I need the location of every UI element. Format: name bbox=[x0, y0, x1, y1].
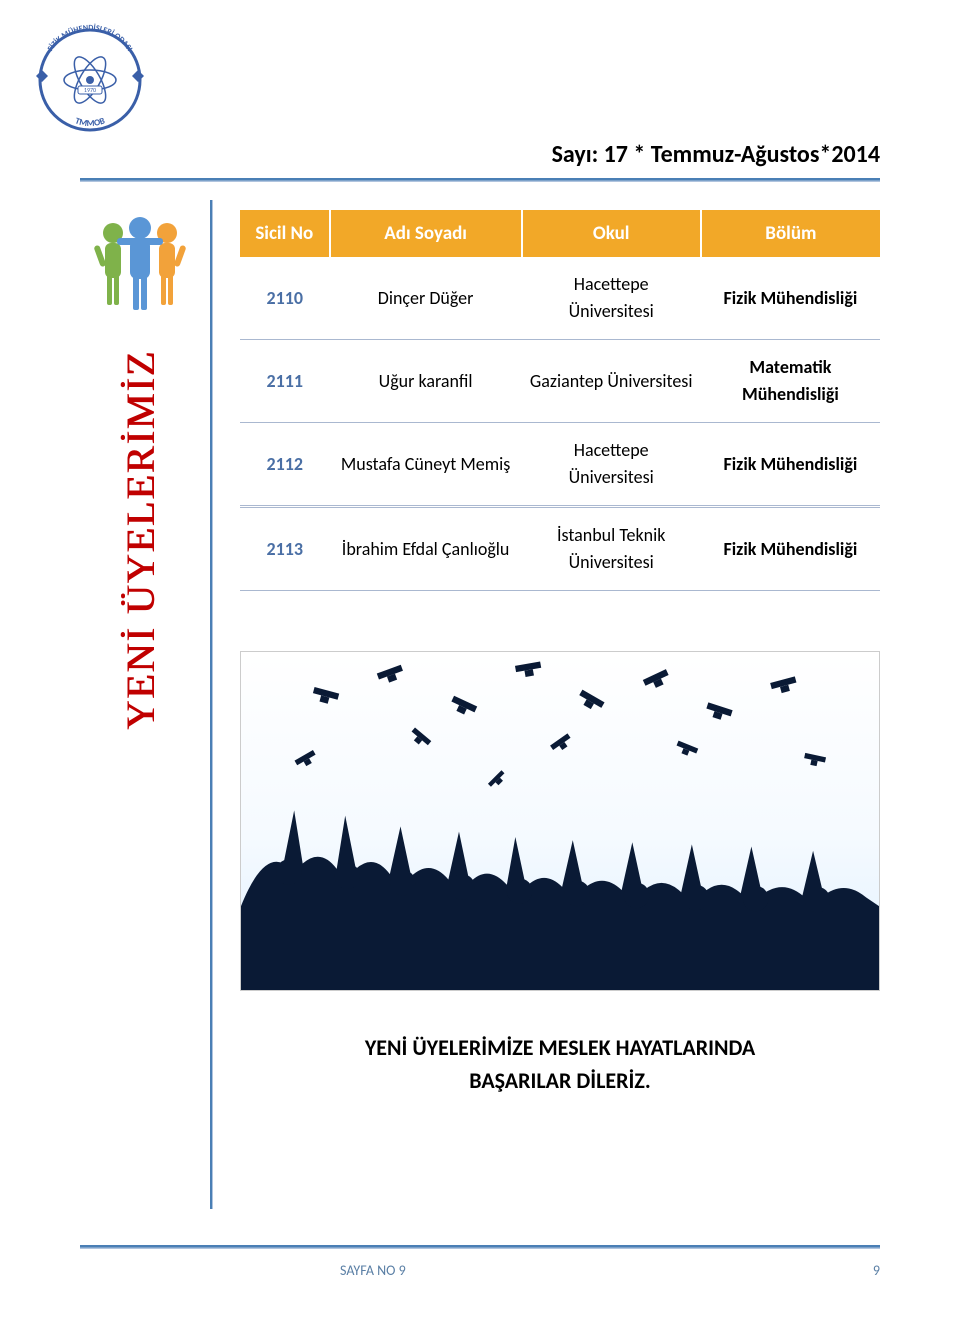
table-row: 2111 Uğur karanfil Gaziantep Üniversites… bbox=[240, 340, 880, 423]
logo-year: 1970 bbox=[84, 86, 96, 94]
cell-bolum: Fizik Mühendisliği bbox=[701, 507, 880, 591]
footer: SAYFA NO 9 9 bbox=[340, 1262, 880, 1279]
cell-ad: Dinçer Düğer bbox=[330, 257, 522, 340]
cell-sicil: 2111 bbox=[240, 340, 330, 423]
cell-bolum: Matematik Mühendisliği bbox=[701, 340, 880, 423]
col-ad: Adı Soyadı bbox=[330, 210, 522, 257]
logo-bottom-text: TMMOB bbox=[74, 115, 107, 129]
page: FİZİK MÜHENDİSLERİ ODASI TMMOB 1970 Sayı… bbox=[0, 0, 960, 1329]
content-area: YENİ ÜYELERİMİZ Sicil No Adı Soyadı Okul… bbox=[80, 200, 880, 1209]
side-heading: YENİ ÜYELERİMİZ bbox=[117, 350, 164, 730]
people-icon bbox=[85, 210, 195, 320]
closing-message: YENİ ÜYELERİMİZE MESLEK HAYATLARINDA BAŞ… bbox=[240, 1031, 880, 1097]
members-table: Sicil No Adı Soyadı Okul Bölüm 2110 Dinç… bbox=[240, 210, 880, 591]
issue-header: Sayı: 17 * Temmuz-Ağustos*2014 bbox=[552, 140, 880, 169]
header-underline bbox=[80, 178, 880, 182]
cell-ad: Uğur karanfil bbox=[330, 340, 522, 423]
cell-okul: Hacettepe Üniversitesi bbox=[522, 423, 701, 507]
cell-okul: Gaziantep Üniversitesi bbox=[522, 340, 701, 423]
col-okul: Okul bbox=[522, 210, 701, 257]
cell-okul: İstanbul Teknik Üniversitesi bbox=[522, 507, 701, 591]
cell-sicil: 2112 bbox=[240, 423, 330, 507]
cell-bolum: Fizik Mühendisliği bbox=[701, 257, 880, 340]
footer-underline bbox=[80, 1245, 880, 1249]
table-row: 2112 Mustafa Cüneyt Memiş Hacettepe Üniv… bbox=[240, 423, 880, 507]
closing-line1: YENİ ÜYELERİMİZE MESLEK HAYATLARINDA bbox=[240, 1031, 880, 1064]
cell-sicil: 2113 bbox=[240, 507, 330, 591]
logo-top-text: FİZİK MÜHENDİSLERİ ODASI bbox=[46, 23, 135, 53]
col-bolum: Bölüm bbox=[701, 210, 880, 257]
table-row: 2113 İbrahim Efdal Çanlıoğlu İstanbul Te… bbox=[240, 507, 880, 591]
col-sicil: Sicil No bbox=[240, 210, 330, 257]
svg-text:FİZİK MÜHENDİSLERİ ODASI: FİZİK MÜHENDİSLERİ ODASI bbox=[46, 23, 135, 53]
cell-sicil: 2110 bbox=[240, 257, 330, 340]
cell-ad: Mustafa Cüneyt Memiş bbox=[330, 423, 522, 507]
cell-okul: Hacettepe Üniversitesi bbox=[522, 257, 701, 340]
vertical-divider bbox=[210, 200, 213, 1209]
table-header-row: Sicil No Adı Soyadı Okul Bölüm bbox=[240, 210, 880, 257]
svg-text:TMMOB: TMMOB bbox=[74, 115, 107, 129]
cell-bolum: Fizik Mühendisliği bbox=[701, 423, 880, 507]
graduation-image bbox=[240, 651, 880, 991]
footer-page-label: SAYFA NO 9 bbox=[340, 1262, 406, 1279]
organization-logo: FİZİK MÜHENDİSLERİ ODASI TMMOB 1970 bbox=[30, 20, 150, 140]
main-column: Sicil No Adı Soyadı Okul Bölüm 2110 Dinç… bbox=[240, 210, 880, 1097]
closing-line2: BAŞARILAR DİLERİZ. bbox=[240, 1064, 880, 1097]
side-column: YENİ ÜYELERİMİZ bbox=[80, 200, 200, 1209]
cell-ad: İbrahim Efdal Çanlıoğlu bbox=[330, 507, 522, 591]
footer-page-number: 9 bbox=[873, 1262, 880, 1279]
table-row: 2110 Dinçer Düğer Hacettepe Üniversitesi… bbox=[240, 257, 880, 340]
